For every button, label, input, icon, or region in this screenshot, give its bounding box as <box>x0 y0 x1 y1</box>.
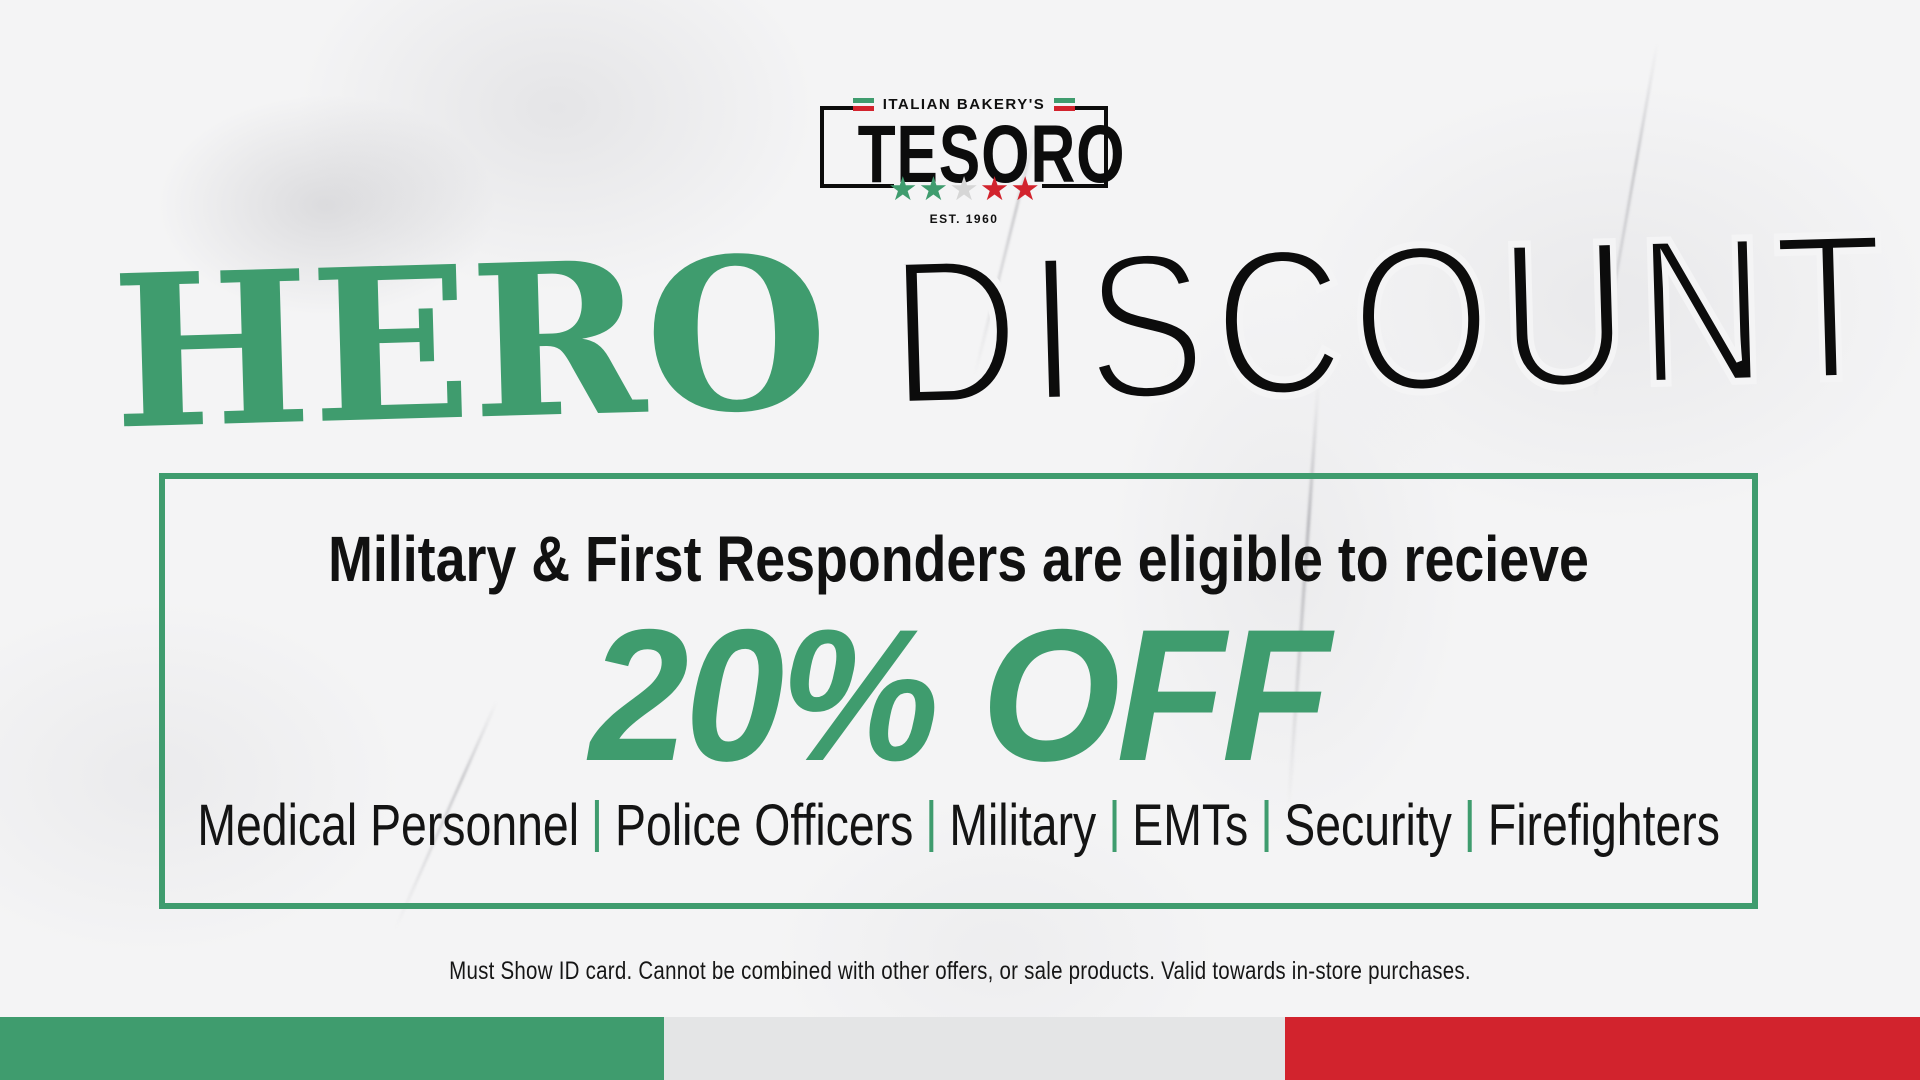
brand-prefix: ITALIAN BAKERY'S <box>882 96 1046 113</box>
italian-flag-icon <box>852 98 874 111</box>
italian-flag-icon <box>1054 98 1076 111</box>
eligibility-line: Military & First Responders are eligible… <box>328 523 1589 595</box>
star-icon: ★ <box>918 170 949 207</box>
category-separator <box>929 800 934 852</box>
logo-frame-segment <box>824 106 864 110</box>
logo-frame-segment <box>824 184 894 188</box>
category-item: Military <box>949 793 1097 858</box>
category-item: Security <box>1284 793 1452 858</box>
star-icon: ★ <box>979 170 1010 207</box>
star-icon: ★ <box>949 170 979 207</box>
disclaimer-row: Must Show ID card. Cannot be combined wi… <box>0 957 1920 986</box>
headline-discount: DISCOUNT <box>884 187 1900 453</box>
category-separator <box>1264 800 1269 852</box>
category-separator <box>594 800 599 852</box>
stripe-red <box>1285 1017 1920 1080</box>
headline-hero: HERO <box>108 209 832 477</box>
category-separator <box>1467 800 1472 852</box>
category-item: Medical Personnel <box>197 793 579 858</box>
logo-stars: ★ ★ ★ ★ ★ <box>824 172 1104 205</box>
stripe-white <box>664 1017 1285 1080</box>
flag-stripe <box>0 1017 1920 1080</box>
category-separator <box>1112 800 1117 852</box>
offer-box: Military & First Responders are eligible… <box>159 473 1758 909</box>
logo-frame-segment <box>1064 106 1104 110</box>
established-label: EST. 1960 <box>929 212 999 226</box>
category-item: Police Officers <box>614 793 914 858</box>
headline: HERO DISCOUNT <box>108 187 1899 477</box>
bakery-logo: ITALIAN BAKERY'S TESORO ★ ★ ★ ★ ★ EST. 1960 <box>820 96 1125 226</box>
star-icon: ★ <box>888 170 918 207</box>
stripe-green <box>0 1017 664 1080</box>
logo-frame-segment <box>1042 184 1104 188</box>
disclaimer-text: Must Show ID card. Cannot be combined wi… <box>449 957 1471 985</box>
star-icon: ★ <box>1010 170 1040 207</box>
brand-prefix-row: ITALIAN BAKERY'S <box>824 96 1104 113</box>
categories-row: Medical Personnel Police Officers Military… <box>197 797 1720 855</box>
discount-amount: 20% OFF <box>589 590 1331 800</box>
category-item: EMTs <box>1132 793 1249 858</box>
category-item: Firefighters <box>1487 793 1720 858</box>
